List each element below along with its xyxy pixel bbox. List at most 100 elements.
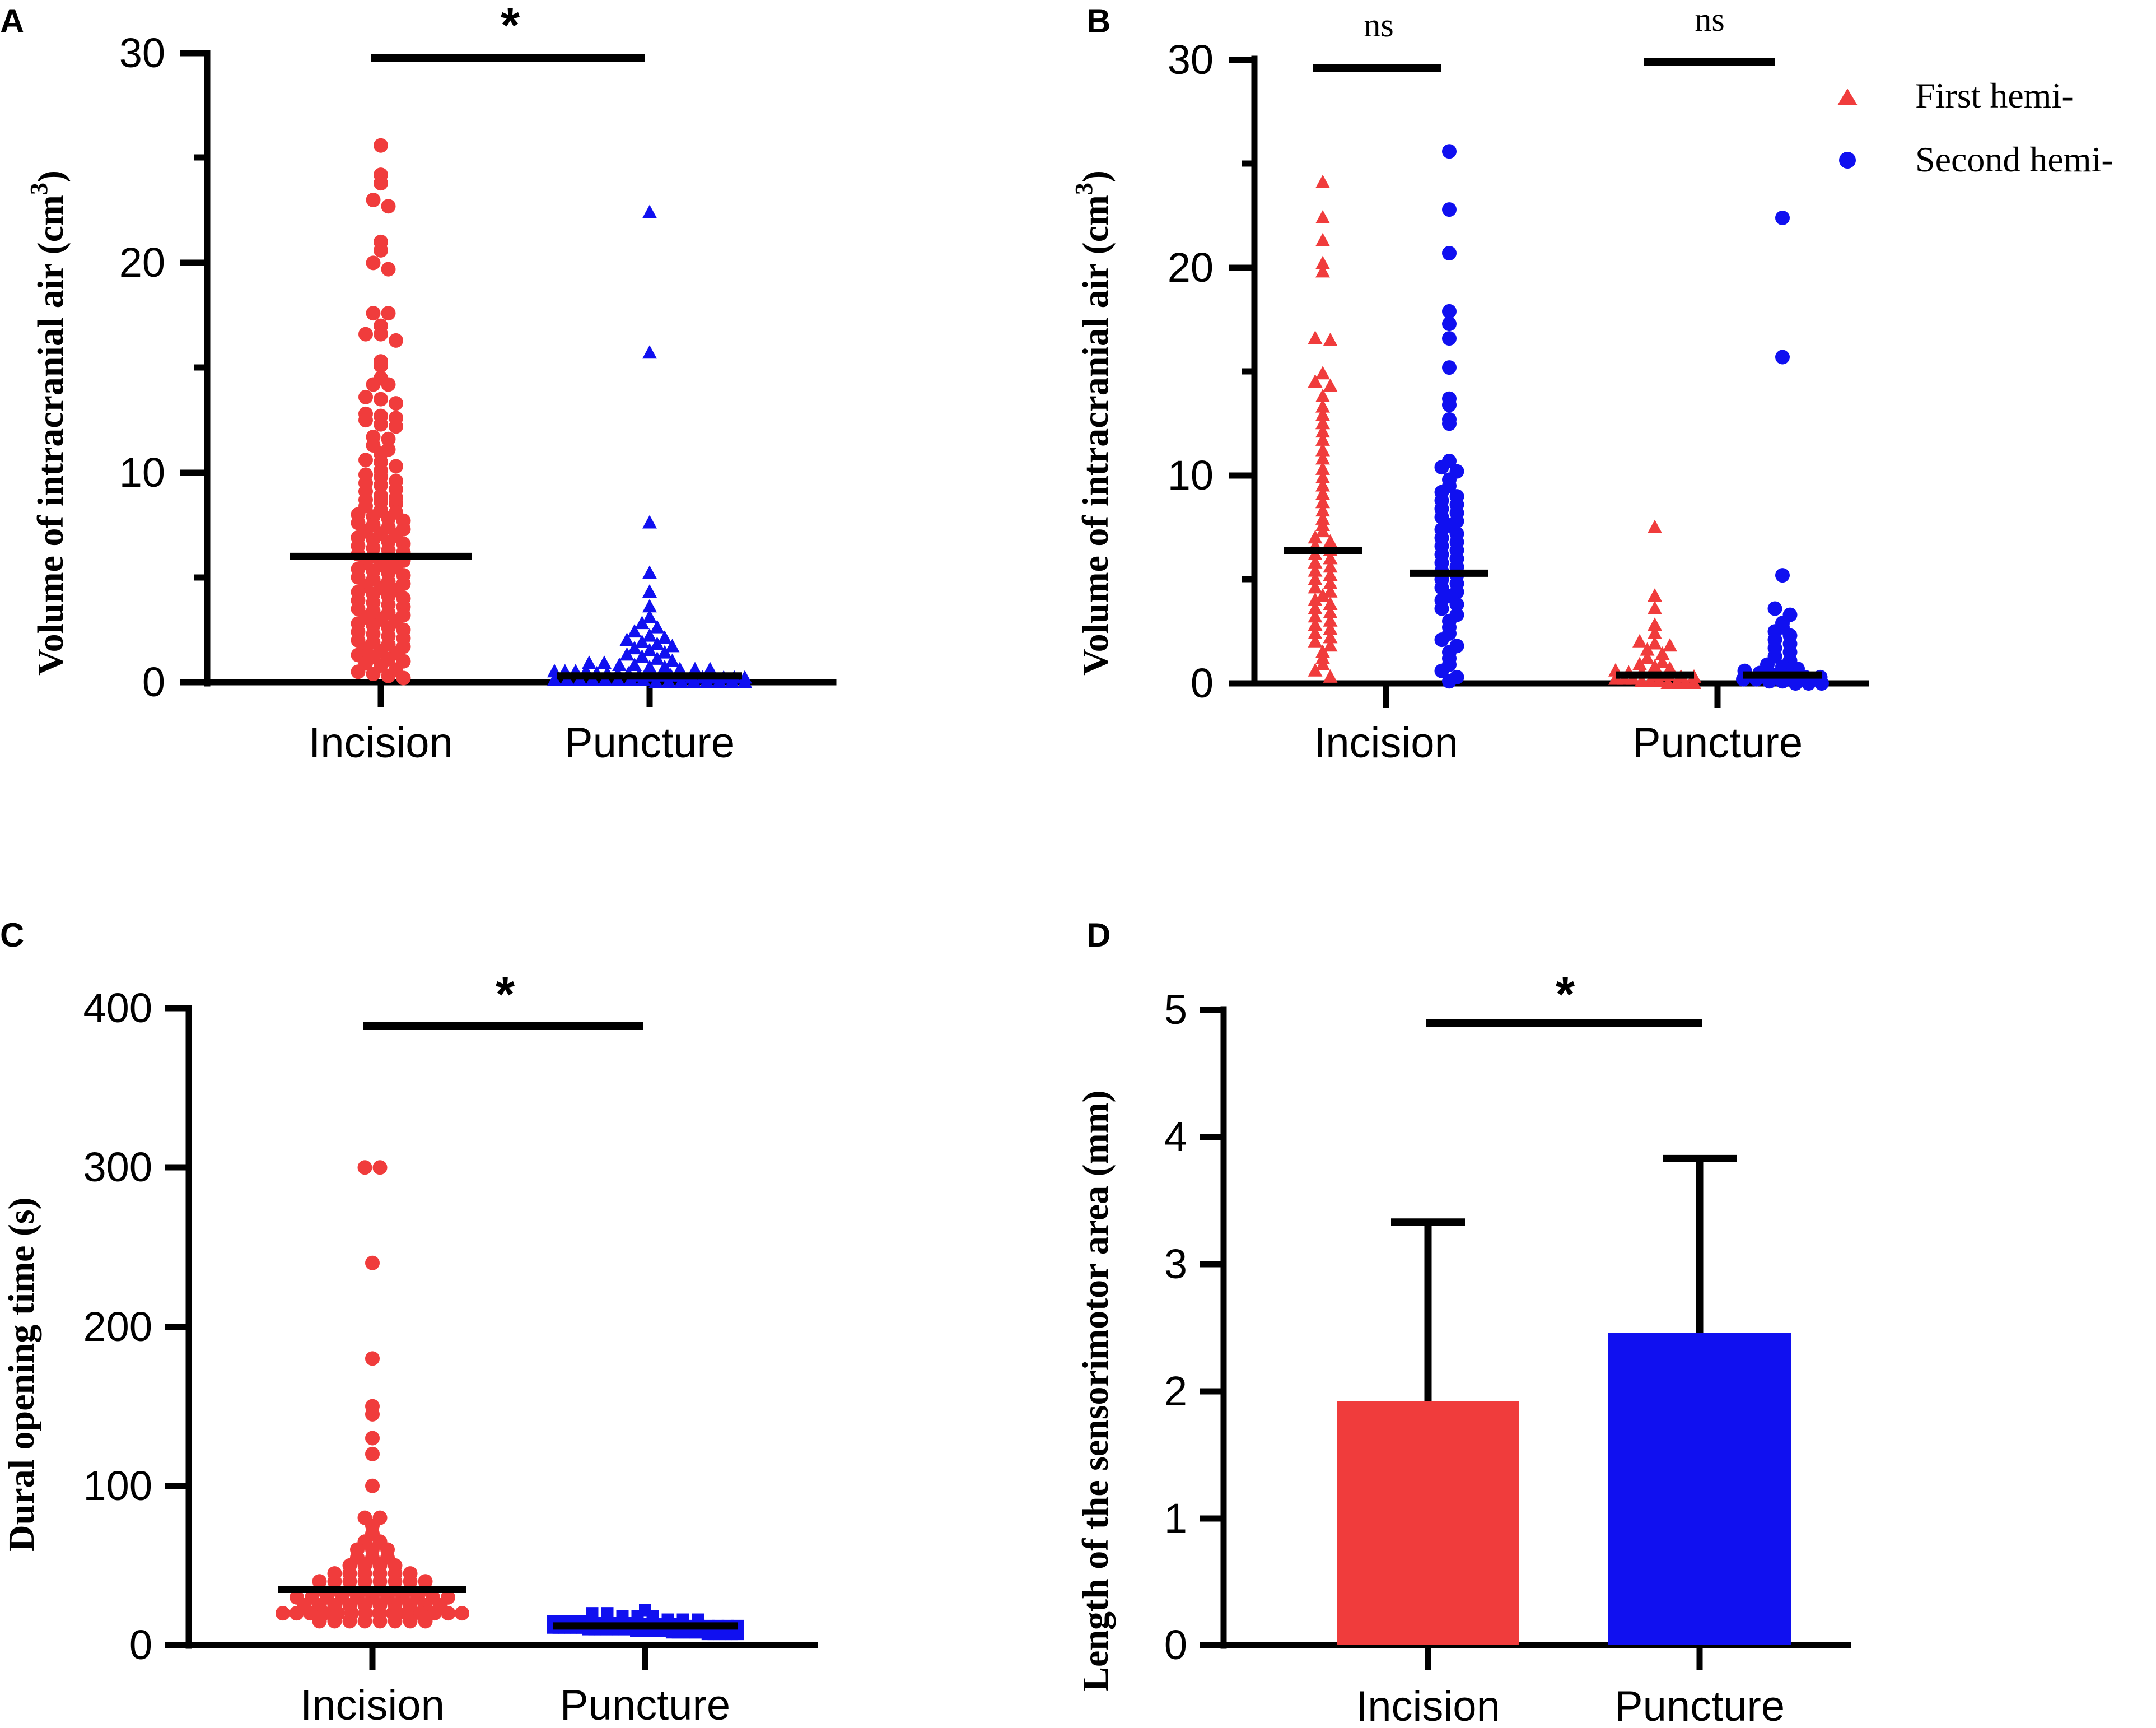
panel-a-point-puncture [674, 674, 689, 688]
panel-a-xaxis: Incision Puncture [204, 679, 837, 767]
panel-b-point-second-hemi [1814, 676, 1829, 691]
panel-a-ylabel-text: Volume of intracranial air (cm [30, 195, 71, 676]
panel-d-letter: D [1086, 916, 1110, 954]
panel-b-point-first-hemi [1315, 432, 1330, 446]
panel-a-point-puncture [619, 632, 634, 646]
panel-a-point-puncture [627, 658, 642, 672]
panel-b-point-first-hemi [1315, 264, 1330, 278]
panel-b-significance-ns-puncture: ns [1695, 1, 1724, 38]
panel-b-point-first-hemi [1315, 416, 1330, 430]
panel-b-ylabel: Volume of intracranial air (cm3) [1070, 170, 1116, 676]
panel-a-point-puncture [627, 624, 642, 638]
panel-a-letter: A [0, 2, 24, 40]
panel-d-ytick-label: 5 [1164, 986, 1187, 1033]
panel-c-point-puncture [586, 1607, 599, 1620]
panel-a-ylabel-sup: 3 [25, 183, 53, 195]
panel-b-point-first-hemi [1308, 330, 1323, 344]
panel-a-point-incision [374, 392, 388, 407]
panel-a-point-incision [389, 333, 403, 348]
panel-b-point-first-hemi [1323, 638, 1338, 652]
panel-b-point-second-hemi [1775, 210, 1790, 225]
panel-a-point-puncture [642, 599, 657, 613]
panel-b-point-first-hemi [1315, 399, 1330, 413]
panel-b-point-first-hemi [1315, 451, 1330, 465]
panel-a-point-incision [381, 306, 396, 321]
panel-b-point-first-hemi [1323, 567, 1338, 581]
panel-a-point-puncture [642, 565, 657, 579]
panel-a-point-incision [358, 453, 373, 468]
panel-d-yaxis: 0 1 2 3 4 5 [1164, 986, 1227, 1668]
panel-a-point-puncture [619, 647, 634, 661]
panel-a-point-puncture [673, 662, 687, 676]
panel-b-point-first-hemi [1308, 555, 1323, 569]
panel-a-point-incision [374, 138, 388, 153]
panel-b-point-second-hemi [1442, 202, 1457, 217]
panel-c-point-incision [357, 1614, 372, 1629]
panel-c-ylabel: Dural opening time (s) [1, 1198, 42, 1552]
panel-b-point-first-hemi [1308, 530, 1323, 544]
panel-b-point-first-hemi [1308, 580, 1323, 594]
legend-second-hemi-label: Second hemi- [1915, 139, 2113, 179]
panel-b-point-first-hemi [1323, 575, 1338, 589]
panel-a-point-puncture [650, 636, 665, 650]
panel-d-ytick-label: 3 [1164, 1241, 1187, 1287]
panel-c-ytick-label: 400 [83, 985, 152, 1031]
panel-a-point-puncture [687, 674, 702, 688]
panel-a-ytick-label: 0 [142, 659, 165, 705]
panel-a-point-puncture [642, 609, 657, 623]
panel-b-point-first-hemi [1315, 478, 1330, 492]
panel-b-ytick-label: 20 [1168, 244, 1214, 291]
panel-c-point-incision [418, 1614, 433, 1629]
panel-b-ylabel-text: Volume of intracranial air (cm [1075, 195, 1116, 676]
panel-b-point-first-hemi [1323, 551, 1338, 565]
panel-b-point-first-hemi [1323, 378, 1338, 392]
panel-b-point-first-hemi [1648, 659, 1662, 673]
panel-a-point-puncture [642, 204, 657, 218]
panel-a-point-puncture [657, 645, 672, 659]
panel-b-point-first-hemi [1315, 588, 1330, 602]
panel-b-point-first-hemi [1315, 495, 1330, 509]
panel-a-point-puncture [648, 674, 664, 688]
panel-b-point-first-hemi [1323, 621, 1338, 635]
panel-a-point-puncture [642, 642, 657, 656]
panel-a-point-incision [381, 668, 396, 683]
panel-c-significance-star: * [496, 966, 515, 1022]
panel-c-point-incision [342, 1614, 357, 1629]
panel-d: D Length of the sensorimotor area (mm) 0… [1075, 916, 1851, 1728]
panel-c-point-incision [388, 1614, 403, 1629]
panel-b-point-second-hemi [1434, 460, 1449, 475]
panel-b-point-first-hemi [1308, 617, 1323, 631]
panel-a-point-puncture [665, 639, 680, 653]
panel-a: A Volume of intracranial air (cm3) 0 10 … [0, 0, 837, 767]
panel-a-point-incision [374, 176, 388, 191]
panel-a-point-puncture [650, 620, 665, 634]
panel-b-significance: ns ns [1313, 1, 1775, 72]
panel-a-point-incision [374, 327, 388, 342]
panel-d-bar-incision [1337, 1401, 1519, 1645]
panel-c-point-incision [312, 1614, 327, 1629]
panel-b-point-first-hemi [1315, 524, 1330, 538]
panel-c-points [276, 1160, 744, 1641]
panel-b-point-first-hemi [1663, 638, 1677, 652]
panel-b-yaxis: 0 10 20 30 [1168, 36, 1258, 706]
panel-b-point-second-hemi [1449, 597, 1464, 612]
panel-c-point-incision [365, 1446, 380, 1461]
panel-a-point-puncture [612, 658, 627, 672]
panel-b-point-first-hemi [1687, 676, 1701, 689]
panel-b-point-first-hemi [1308, 374, 1323, 388]
panel-c-point-incision [327, 1614, 342, 1629]
panel-b-point-first-hemi [1308, 663, 1323, 677]
panel-a-point-incision [389, 419, 403, 434]
panel-a-point-puncture [725, 674, 740, 688]
panel-a-ylabel-close: ) [30, 170, 71, 183]
panel-b-point-second-hemi [1442, 674, 1457, 689]
panel-b: B Volume of intracranial air (cm3) 0 10 … [1070, 1, 2113, 767]
panel-c-point-puncture [601, 1607, 614, 1620]
panel-b-point-first-hemi [1315, 407, 1330, 421]
panel-a-point-puncture [642, 345, 657, 359]
panel-b-ytick-label: 30 [1168, 36, 1214, 83]
panel-b-point-first-hemi [1315, 656, 1330, 670]
panel-b-point-second-hemi [1775, 350, 1790, 365]
panel-a-point-incision [358, 389, 373, 404]
